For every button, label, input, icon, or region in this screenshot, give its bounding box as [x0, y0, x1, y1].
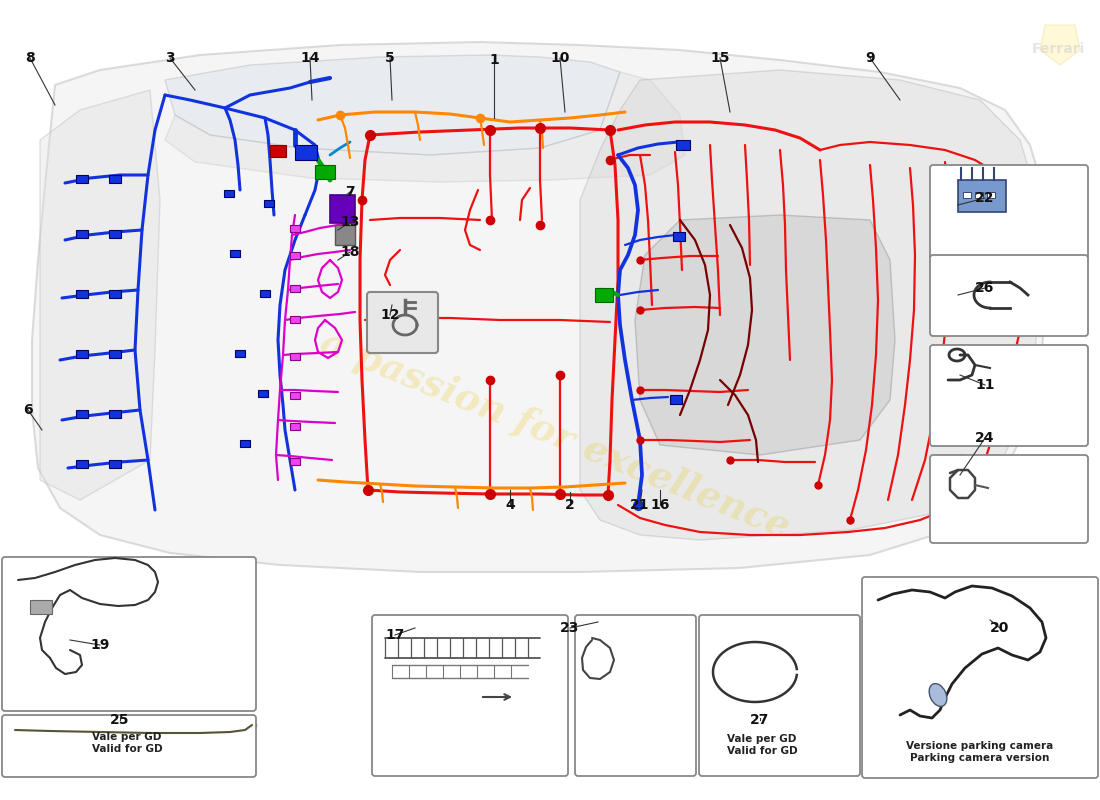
Bar: [109, 175, 121, 183]
Polygon shape: [580, 70, 1040, 540]
Bar: [235, 350, 245, 357]
Text: 14: 14: [300, 51, 320, 65]
Text: 21: 21: [630, 498, 650, 512]
FancyBboxPatch shape: [930, 255, 1088, 336]
Text: 13: 13: [340, 215, 360, 229]
Bar: [230, 250, 240, 257]
Text: a passion for excellence: a passion for excellence: [315, 324, 795, 546]
Bar: [595, 288, 613, 302]
Bar: [290, 252, 300, 259]
Text: 2: 2: [565, 498, 575, 512]
FancyBboxPatch shape: [698, 615, 860, 776]
FancyBboxPatch shape: [367, 292, 438, 353]
FancyBboxPatch shape: [372, 615, 568, 776]
Bar: [336, 225, 355, 245]
Text: 23: 23: [560, 621, 580, 635]
Text: 25: 25: [110, 713, 130, 727]
Bar: [676, 140, 690, 150]
Polygon shape: [165, 72, 685, 182]
Polygon shape: [1040, 25, 1080, 65]
Text: Vale per GD
Valid for GD: Vale per GD Valid for GD: [727, 734, 798, 756]
Text: 24: 24: [976, 431, 994, 445]
Bar: [290, 392, 300, 399]
Bar: [76, 350, 88, 358]
Text: 7: 7: [345, 185, 355, 199]
Bar: [76, 175, 88, 183]
Bar: [258, 390, 268, 397]
Bar: [109, 410, 121, 418]
Bar: [109, 290, 121, 298]
Text: 3: 3: [165, 51, 175, 65]
Text: 27: 27: [750, 713, 770, 727]
FancyBboxPatch shape: [2, 557, 256, 711]
Text: Vale per GD
Valid for GD: Vale per GD Valid for GD: [91, 732, 163, 754]
Text: 12: 12: [381, 308, 399, 322]
Text: 15: 15: [711, 51, 729, 65]
Text: Versione parking camera
Parking camera version: Versione parking camera Parking camera v…: [906, 741, 1054, 763]
Polygon shape: [32, 42, 1048, 572]
Text: 18: 18: [340, 245, 360, 259]
Bar: [224, 190, 234, 197]
Bar: [290, 458, 300, 465]
Text: 8: 8: [25, 51, 35, 65]
Text: Ferrari: Ferrari: [1032, 42, 1085, 56]
Bar: [670, 395, 682, 404]
Bar: [290, 423, 300, 430]
Text: 11: 11: [976, 378, 994, 392]
Bar: [76, 290, 88, 298]
Bar: [76, 460, 88, 468]
FancyBboxPatch shape: [930, 165, 1088, 259]
Bar: [240, 440, 250, 447]
Text: 9: 9: [866, 51, 874, 65]
Polygon shape: [165, 55, 620, 155]
Bar: [290, 285, 300, 292]
Ellipse shape: [930, 684, 947, 706]
Polygon shape: [635, 215, 895, 455]
FancyBboxPatch shape: [2, 715, 256, 777]
Text: 10: 10: [550, 51, 570, 65]
Text: 20: 20: [990, 621, 1010, 635]
Bar: [295, 145, 317, 160]
Text: 19: 19: [90, 638, 110, 652]
Bar: [330, 195, 355, 223]
Bar: [962, 192, 971, 198]
Bar: [290, 353, 300, 360]
Text: 1: 1: [490, 53, 499, 67]
Bar: [109, 350, 121, 358]
Bar: [76, 230, 88, 238]
FancyBboxPatch shape: [930, 455, 1088, 543]
Text: 22: 22: [976, 191, 994, 205]
FancyBboxPatch shape: [930, 345, 1088, 446]
Bar: [264, 200, 274, 207]
Bar: [290, 316, 300, 323]
Bar: [958, 180, 1007, 212]
FancyBboxPatch shape: [862, 577, 1098, 778]
Polygon shape: [40, 90, 159, 500]
Bar: [30, 600, 52, 614]
Text: 17: 17: [385, 628, 405, 642]
Text: 4: 4: [505, 498, 515, 512]
Bar: [315, 165, 336, 179]
FancyBboxPatch shape: [575, 615, 696, 776]
Bar: [975, 192, 983, 198]
Bar: [260, 290, 270, 297]
Bar: [76, 410, 88, 418]
Bar: [109, 230, 121, 238]
Bar: [987, 192, 996, 198]
Bar: [109, 460, 121, 468]
Bar: [270, 145, 286, 157]
Bar: [673, 232, 685, 241]
Text: 26: 26: [976, 281, 994, 295]
Text: 5: 5: [385, 51, 395, 65]
Bar: [290, 225, 300, 232]
Text: 6: 6: [23, 403, 33, 417]
Text: 16: 16: [650, 498, 670, 512]
